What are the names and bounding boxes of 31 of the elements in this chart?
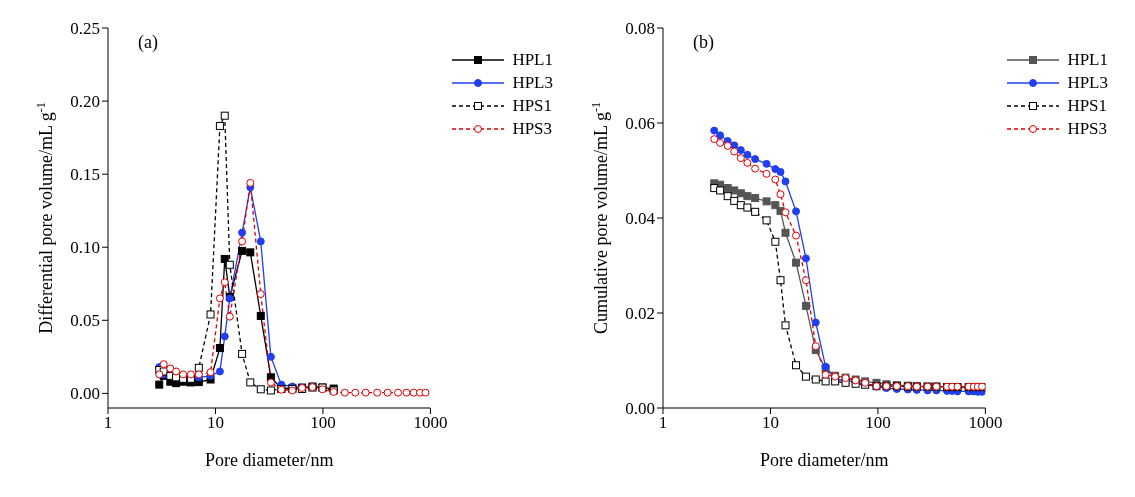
x-axis-title: Pore diameter/nm	[204, 450, 334, 470]
x-tick-label: 1000	[413, 413, 448, 433]
legend-label: HPL3	[512, 72, 553, 93]
y-tick-label: 0.20	[70, 92, 100, 112]
legend-label: HPL1	[512, 49, 553, 70]
x-tick-label: 100	[310, 413, 336, 433]
legend-label: HPS1	[1067, 95, 1108, 116]
y-tick-label: 0.10	[70, 238, 100, 258]
legend-label: HPS1	[512, 95, 553, 116]
x-tick-label: 1	[658, 413, 668, 433]
y-tick-label: 0.08	[625, 19, 655, 39]
x-tick-label: 1000	[968, 413, 1003, 433]
x-tick-label: 10	[761, 413, 779, 433]
chart-title: (b)	[693, 32, 714, 53]
legend-label: HPL3	[1067, 72, 1108, 93]
x-tick-label: 1	[103, 413, 113, 433]
y-tick-label: 0.00	[70, 384, 100, 404]
x-tick-label: 10	[206, 413, 224, 433]
y-tick-label: 0.04	[625, 209, 656, 229]
y-tick-label: 0.15	[70, 165, 100, 185]
y-tick-label: 0.25	[70, 19, 100, 39]
legend-label: HPS3	[1067, 118, 1108, 139]
y-tick-label: 0.02	[625, 304, 655, 324]
y-tick-label: 0.05	[70, 311, 100, 331]
chart-title: (a)	[138, 32, 158, 53]
legend-label: HPS3	[512, 118, 553, 139]
legend-label: HPL1	[1067, 49, 1108, 70]
x-axis-title: Pore diameter/nm	[759, 450, 889, 470]
y-tick-label: 0.00	[625, 399, 655, 419]
x-tick-label: 100	[865, 413, 891, 433]
y-tick-label: 0.06	[625, 114, 655, 134]
